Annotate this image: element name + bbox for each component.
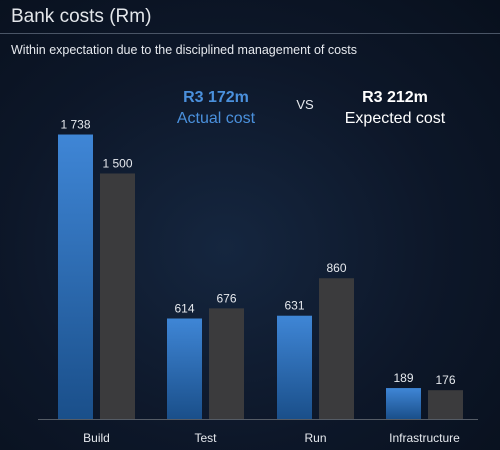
bar-actual-run [277,315,312,419]
expected-cost-caption: Expected cost [344,110,446,127]
bar-expected-build [100,173,135,419]
chart-subtitle: Within expectation due to the discipline… [11,43,358,57]
actual-cost-caption: Actual cost [176,110,256,127]
value-label-expected-build: 1 500 [102,156,132,170]
category-label-infrastructure: Infrastructure [389,431,460,445]
bar-actual-infrastructure [386,388,421,419]
bar-actual-test [167,318,202,419]
bars-layer [58,134,463,419]
category-label-run: Run [304,431,326,445]
category-label-build: Build [83,431,110,445]
chart-title: Bank costs (Rm) [11,6,152,27]
bar-expected-test [209,308,244,419]
value-label-actual-build: 1 738 [60,118,90,132]
labels-layer: 1 738 1 500 Build 614 676 Test 631 860 Run 189 176… [60,118,460,445]
category-label-test: Test [194,431,217,445]
expected-cost-summary: R3 212m Expected cost [325,87,465,129]
versus-label: VS [296,97,314,112]
expected-cost-amount: R3 212m [362,89,428,106]
value-label-actual-run: 631 [284,299,304,313]
value-label-actual-test: 614 [174,301,194,315]
value-label-expected-run: 860 [326,261,346,275]
value-label-expected-test: 676 [216,291,236,305]
value-label-expected-infrastructure: 176 [435,373,455,387]
bar-actual-build [58,134,93,419]
bar-expected-run [319,278,354,419]
value-label-actual-infrastructure: 189 [393,371,413,385]
title-divider [0,33,500,34]
actual-cost-summary: R3 172m Actual cost [151,87,281,129]
actual-cost-amount: R3 172m [183,89,249,106]
bar-expected-infrastructure [428,390,463,419]
